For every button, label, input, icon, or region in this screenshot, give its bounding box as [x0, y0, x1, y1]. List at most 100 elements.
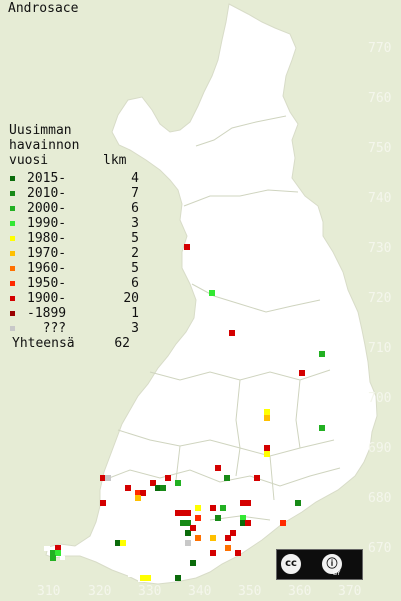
legend-row-count: 6: [131, 276, 139, 291]
observation-marker: [215, 465, 221, 471]
observation-marker: [210, 505, 216, 511]
y-tick-label: 710: [368, 341, 392, 356]
legend-row-count: 4: [131, 171, 139, 186]
observation-marker: [210, 550, 216, 556]
observation-marker: [145, 575, 151, 581]
legend-row-count: 20: [123, 291, 139, 306]
observation-marker: [115, 540, 121, 546]
legend-row: 2015- 4: [9, 171, 139, 186]
legend-heading-2: havainnon: [9, 138, 80, 153]
legend-row: 1980- 5: [9, 231, 139, 246]
observation-marker: [209, 290, 215, 296]
observation-marker: [160, 485, 166, 491]
observation-marker: [55, 550, 61, 556]
legend-swatch: [10, 206, 15, 211]
legend-swatch: [10, 221, 15, 226]
x-tick-label: 370: [338, 584, 362, 599]
observation-marker: [319, 351, 325, 357]
legend-row-label: ???: [27, 321, 67, 336]
legend-row-label: 1900-: [27, 291, 67, 306]
attribution-icon: ⓘ: [321, 553, 343, 575]
cc-by-license-badge[interactable]: cc ⓘ BY: [276, 549, 363, 580]
observation-marker: [175, 480, 181, 486]
observation-marker: [135, 490, 141, 496]
observation-marker: [100, 500, 106, 506]
observation-marker: [175, 575, 181, 581]
observation-marker: [140, 575, 146, 581]
legend-row: 1960- 5: [9, 261, 139, 276]
legend-row-count: 1: [131, 306, 139, 321]
observation-marker: [190, 525, 196, 531]
observation-marker: [254, 475, 260, 481]
x-tick-label: 310: [37, 584, 61, 599]
observation-marker: [195, 535, 201, 541]
observation-marker: [155, 485, 161, 491]
legend-row-count: 7: [131, 186, 139, 201]
observation-marker: [299, 370, 305, 376]
legend-heading-1: Uusimman: [9, 123, 72, 138]
observation-marker: [240, 520, 246, 526]
y-tick-label: 760: [368, 91, 392, 106]
legend-swatch: [10, 296, 15, 301]
observation-marker: [264, 445, 270, 451]
x-tick-label: 330: [138, 584, 162, 599]
legend-row: -1899 1: [9, 306, 139, 321]
y-tick-label: 700: [368, 391, 392, 406]
legend-row-count: 2: [131, 246, 139, 261]
observation-marker: [184, 244, 190, 250]
observation-marker: [185, 540, 191, 546]
observation-marker: [105, 475, 111, 481]
observation-marker: [224, 475, 230, 481]
observation-marker: [225, 535, 231, 541]
legend-swatch: [10, 251, 15, 256]
observation-marker: [220, 505, 226, 511]
legend-row-count: 6: [131, 201, 139, 216]
observation-marker: [190, 560, 196, 566]
legend-swatch: [10, 266, 15, 271]
legend-swatch: [10, 326, 15, 331]
legend-col-year: vuosi: [9, 153, 49, 168]
legend-row-count: 3: [131, 216, 139, 231]
cc-icon: cc: [280, 553, 302, 575]
observation-marker: [135, 495, 141, 501]
observation-marker: [215, 515, 221, 521]
y-tick-label: 770: [368, 41, 392, 56]
observation-marker: [50, 555, 56, 561]
y-tick-label: 750: [368, 141, 392, 156]
legend-row-label: 1980-: [27, 231, 67, 246]
observation-marker: [120, 540, 126, 546]
map-title: Androsace: [8, 1, 79, 16]
observation-marker: [245, 500, 251, 506]
legend-total: Yhteensä 62: [12, 336, 130, 351]
y-tick-label: 740: [368, 191, 392, 206]
legend-row-label: -1899: [27, 306, 67, 321]
observation-marker: [180, 510, 186, 516]
y-tick-label: 680: [368, 491, 392, 506]
observation-marker: [280, 520, 286, 526]
observation-marker: [230, 530, 236, 536]
observation-marker: [185, 510, 191, 516]
legend-row-count: 3: [131, 321, 139, 336]
y-tick-label: 690: [368, 441, 392, 456]
x-tick-label: 320: [88, 584, 112, 599]
legend-row: ??? 3: [9, 321, 139, 336]
observation-marker: [195, 515, 201, 521]
legend-row-label: 1990-: [27, 216, 67, 231]
legend-swatch: [10, 191, 15, 196]
observation-marker: [185, 530, 191, 536]
observation-marker: [240, 500, 246, 506]
observation-marker: [210, 535, 216, 541]
y-tick-label: 720: [368, 291, 392, 306]
observation-marker: [245, 520, 251, 526]
observation-marker: [264, 409, 270, 415]
x-tick-label: 350: [238, 584, 262, 599]
legend-row: 1990- 3: [9, 216, 139, 231]
legend-row-label: 1950-: [27, 276, 67, 291]
observation-marker: [50, 550, 56, 556]
observation-marker: [165, 475, 171, 481]
observation-marker: [125, 485, 131, 491]
observation-marker: [55, 545, 61, 551]
legend-swatch: [10, 236, 15, 241]
